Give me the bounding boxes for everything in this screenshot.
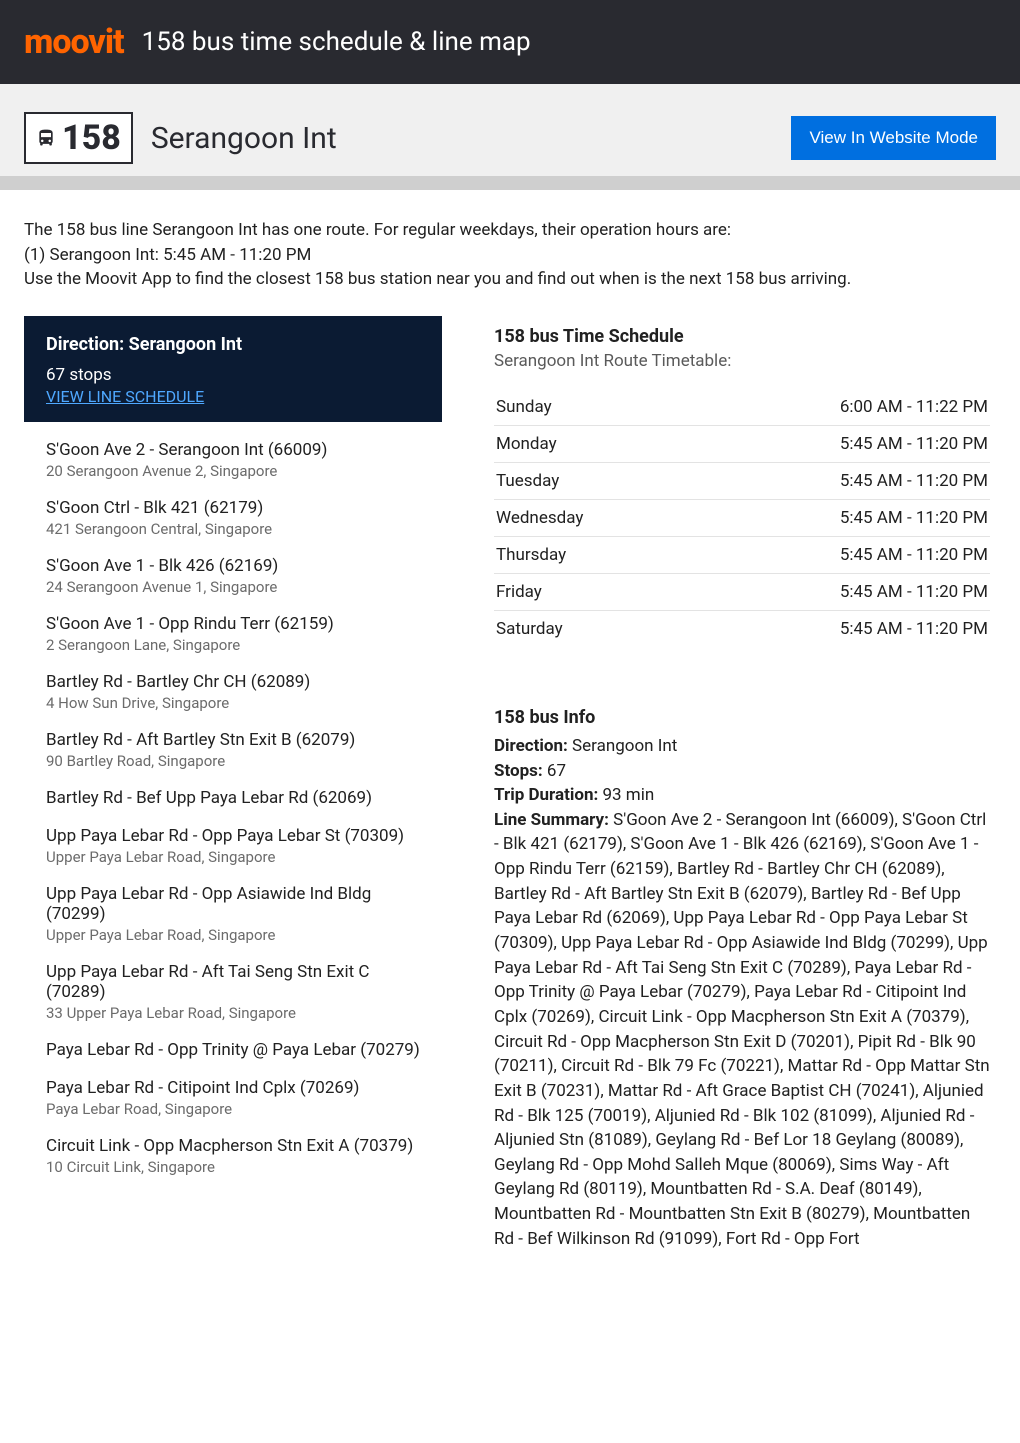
stop-address: 90 Bartley Road, Singapore — [46, 752, 420, 770]
schedule-row: Saturday 5:45 AM - 11:20 PM — [494, 611, 990, 647]
schedule-subtitle: Serangoon Int Route Timetable: — [494, 351, 990, 371]
stop-item: S'Goon Ctrl - Blk 421 (62179) 421 Serango… — [46, 498, 420, 538]
stop-item: Bartley Rd - Bef Upp Paya Lebar Rd (6206… — [46, 788, 420, 808]
stop-address: 421 Serangoon Central, Singapore — [46, 520, 420, 538]
hero-left: 158 Serangoon Int — [24, 112, 337, 164]
stop-address: Paya Lebar Road, Singapore — [46, 1100, 420, 1118]
stop-item: S'Goon Ave 1 - Blk 426 (62169) 24 Serango… — [46, 556, 420, 596]
stop-address: 33 Upper Paya Lebar Road, Singapore — [46, 1004, 420, 1022]
info-block: 158 bus Info Direction: Serangoon Int St… — [488, 647, 996, 1251]
left-column: Direction: Serangoon Int 67 stops VIEW L… — [24, 316, 442, 1194]
info-duration-label: Trip Duration: — [494, 785, 598, 805]
stop-name: Bartley Rd - Aft Bartley Stn Exit B (620… — [46, 730, 420, 750]
schedule-title: 158 bus Time Schedule — [494, 326, 990, 347]
info-summary: Line Summary: S'Goon Ave 2 - Serangoon I… — [494, 808, 990, 1252]
schedule-day: Saturday — [496, 619, 563, 639]
stop-item: S'Goon Ave 1 - Opp Rindu Terr (62159) 2 S… — [46, 614, 420, 654]
schedule-day: Friday — [496, 582, 542, 602]
stop-name: Circuit Link - Opp Macpherson Stn Exit A… — [46, 1136, 420, 1156]
stop-item: Upp Paya Lebar Rd - Opp Paya Lebar St (7… — [46, 826, 420, 866]
stop-item: Paya Lebar Rd - Citipoint Ind Cplx (7026… — [46, 1078, 420, 1118]
schedule-row: Monday 5:45 AM - 11:20 PM — [494, 426, 990, 463]
stop-item: Bartley Rd - Bartley Chr CH (62089) 4 How… — [46, 672, 420, 712]
topbar: moovit 158 bus time schedule & line map — [0, 0, 1020, 84]
stop-address: 4 How Sun Drive, Singapore — [46, 694, 420, 712]
stop-item: S'Goon Ave 2 - Serangoon Int (66009) 20 S… — [46, 440, 420, 480]
route-badge: 158 — [24, 112, 133, 164]
stop-name: Bartley Rd - Bartley Chr CH (62089) — [46, 672, 420, 692]
schedule-row: Thursday 5:45 AM - 11:20 PM — [494, 537, 990, 574]
hero-section: 158 Serangoon Int View In Website Mode — [0, 84, 1020, 176]
stop-name: Paya Lebar Rd - Citipoint Ind Cplx (7026… — [46, 1078, 420, 1098]
intro-text: The 158 bus line Serangoon Int has one r… — [0, 190, 1020, 316]
schedule-row: Sunday 6:00 AM - 11:22 PM — [494, 389, 990, 426]
schedule-hours: 5:45 AM - 11:20 PM — [840, 434, 988, 454]
page-title: 158 bus time schedule & line map — [142, 27, 531, 57]
stop-name: Upp Paya Lebar Rd - Aft Tai Seng Stn Exi… — [46, 962, 420, 1002]
direction-header: Direction: Serangoon Int 67 stops VIEW L… — [24, 316, 442, 422]
info-title: 158 bus Info — [494, 707, 990, 728]
main-content: Direction: Serangoon Int 67 stops VIEW L… — [0, 316, 1020, 1251]
stop-name: S'Goon Ave 1 - Blk 426 (62169) — [46, 556, 420, 576]
stop-name: Paya Lebar Rd - Opp Trinity @ Paya Lebar… — [46, 1040, 420, 1060]
stop-address: 10 Circuit Link, Singapore — [46, 1158, 420, 1176]
info-duration-value: 93 min — [602, 785, 654, 805]
schedule-block: 158 bus Time Schedule Serangoon Int Rout… — [488, 316, 996, 647]
schedule-hours: 5:45 AM - 11:20 PM — [840, 508, 988, 528]
info-stops: Stops: 67 — [494, 759, 990, 784]
stop-address: Upper Paya Lebar Road, Singapore — [46, 848, 420, 866]
stop-name: S'Goon Ave 2 - Serangoon Int (66009) — [46, 440, 420, 460]
stop-item: Upp Paya Lebar Rd - Aft Tai Seng Stn Exi… — [46, 962, 420, 1022]
stop-name: Upp Paya Lebar Rd - Opp Paya Lebar St (7… — [46, 826, 420, 846]
info-direction: Direction: Serangoon Int — [494, 734, 990, 759]
schedule-day: Monday — [496, 434, 557, 454]
stop-address: Upper Paya Lebar Road, Singapore — [46, 926, 420, 944]
route-destination: Serangoon Int — [151, 121, 337, 156]
schedule-table: Sunday 6:00 AM - 11:22 PM Monday 5:45 AM - … — [494, 389, 990, 647]
schedule-row: Tuesday 5:45 AM - 11:20 PM — [494, 463, 990, 500]
stop-item: Upp Paya Lebar Rd - Opp Asiawide Ind Bld… — [46, 884, 420, 944]
stop-name: Upp Paya Lebar Rd - Opp Asiawide Ind Bld… — [46, 884, 420, 924]
stop-address: 20 Serangoon Avenue 2, Singapore — [46, 462, 420, 480]
stop-address: 24 Serangoon Avenue 1, Singapore — [46, 578, 420, 596]
info-direction-value: Serangoon Int — [572, 736, 677, 756]
stop-item: Paya Lebar Rd - Opp Trinity @ Paya Lebar… — [46, 1040, 420, 1060]
schedule-hours: 5:45 AM - 11:20 PM — [840, 471, 988, 491]
route-number: 158 — [62, 118, 121, 158]
schedule-row: Wednesday 5:45 AM - 11:20 PM — [494, 500, 990, 537]
stop-name: Bartley Rd - Bef Upp Paya Lebar Rd (6206… — [46, 788, 420, 808]
schedule-row: Friday 5:45 AM - 11:20 PM — [494, 574, 990, 611]
grey-divider — [0, 176, 1020, 190]
intro-content: The 158 bus line Serangoon Int has one r… — [24, 218, 996, 292]
schedule-day: Wednesday — [496, 508, 583, 528]
schedule-day: Thursday — [496, 545, 566, 565]
stop-name: S'Goon Ctrl - Blk 421 (62179) — [46, 498, 420, 518]
info-duration: Trip Duration: 93 min — [494, 783, 990, 808]
view-website-button[interactable]: View In Website Mode — [791, 116, 996, 160]
schedule-hours: 5:45 AM - 11:20 PM — [840, 545, 988, 565]
moovit-logo: moovit — [24, 22, 124, 62]
stop-item: Circuit Link - Opp Macpherson Stn Exit A… — [46, 1136, 420, 1176]
schedule-day: Sunday — [496, 397, 552, 417]
direction-title: Direction: Serangoon Int — [46, 334, 420, 355]
view-line-schedule-link[interactable]: VIEW LINE SCHEDULE — [46, 387, 204, 406]
info-stops-value: 67 — [547, 761, 566, 781]
info-stops-label: Stops: — [494, 761, 543, 781]
info-direction-label: Direction: — [494, 736, 568, 756]
bus-icon — [36, 128, 56, 148]
right-column: 158 bus Time Schedule Serangoon Int Rout… — [488, 316, 996, 1251]
schedule-hours: 6:00 AM - 11:22 PM — [840, 397, 988, 417]
stop-name: S'Goon Ave 1 - Opp Rindu Terr (62159) — [46, 614, 420, 634]
schedule-hours: 5:45 AM - 11:20 PM — [840, 582, 988, 602]
stops-list: S'Goon Ave 2 - Serangoon Int (66009) 20 S… — [24, 422, 442, 1176]
stop-address: 2 Serangoon Lane, Singapore — [46, 636, 420, 654]
stop-item: Bartley Rd - Aft Bartley Stn Exit B (620… — [46, 730, 420, 770]
info-summary-label: Line Summary: — [494, 810, 609, 830]
info-summary-value: S'Goon Ave 2 - Serangoon Int (66009), S'… — [494, 810, 990, 1249]
schedule-day: Tuesday — [496, 471, 559, 491]
stops-count: 67 stops — [46, 365, 420, 385]
schedule-hours: 5:45 AM - 11:20 PM — [840, 619, 988, 639]
